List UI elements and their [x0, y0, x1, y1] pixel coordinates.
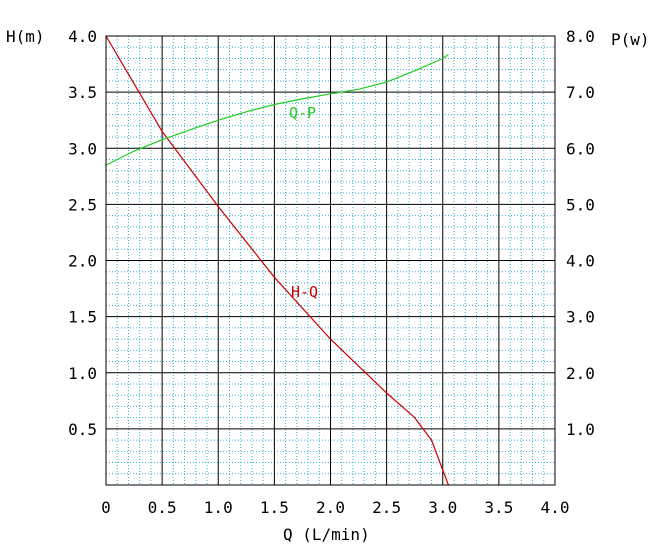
series-label-q-p: Q-P	[289, 104, 316, 122]
right-y-tick-label: 4.0	[566, 252, 595, 271]
left-y-tick-labels: 0.5 1.0 1.5 2.0 2.5 3.0 3.5 4.0	[68, 27, 97, 439]
right-axis-title: P(w)	[611, 30, 650, 49]
right-y-tick-label: 6.0	[566, 139, 595, 158]
left-y-tick-label: 2.5	[68, 195, 97, 214]
x-tick-label: 4.0	[541, 498, 570, 517]
right-y-tick-label: 1.0	[566, 420, 595, 439]
x-tick-label: 3.5	[484, 498, 513, 517]
x-tick-label: 0.5	[148, 498, 177, 517]
x-axis-title: Q (L/min)	[283, 525, 370, 544]
right-y-tick-label: 5.0	[566, 195, 595, 214]
left-y-tick-label: 3.0	[68, 139, 97, 158]
series-layer	[105, 35, 449, 486]
left-y-tick-label: 2.0	[68, 252, 97, 271]
x-tick-label: 2.5	[372, 498, 401, 517]
x-tick-labels: 0 0.5 1.0 1.5 2.0 2.5 3.0 3.5 4.0	[101, 498, 569, 517]
left-y-tick-label: 1.0	[68, 364, 97, 383]
series-line-h-q	[105, 35, 449, 486]
left-y-tick-label: 0.5	[68, 420, 97, 439]
left-axis-title: H(m)	[6, 27, 45, 46]
right-y-tick-label: 3.0	[566, 308, 595, 327]
right-y-tick-label: 8.0	[566, 27, 595, 46]
x-tick-label: 3.0	[428, 498, 457, 517]
x-tick-label: 1.0	[204, 498, 233, 517]
series-labels: Q-P H-Q	[289, 104, 318, 301]
x-tick-label: 2.0	[316, 498, 345, 517]
x-tick-label: 1.5	[260, 498, 289, 517]
right-y-tick-label: 7.0	[566, 83, 595, 102]
x-tick-label: 0	[101, 498, 111, 517]
right-y-tick-label: 2.0	[566, 364, 595, 383]
left-y-tick-label: 4.0	[68, 27, 97, 46]
series-line-q-p	[105, 54, 449, 166]
right-y-tick-labels: 1.0 2.0 3.0 4.0 5.0 6.0 7.0 8.0	[566, 27, 595, 439]
left-y-tick-label: 1.5	[68, 308, 97, 327]
series-label-h-q: H-Q	[291, 283, 318, 301]
plot-frame	[105, 35, 556, 486]
left-y-tick-label: 3.5	[68, 83, 97, 102]
